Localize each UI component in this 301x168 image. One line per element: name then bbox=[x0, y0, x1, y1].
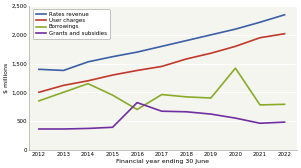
Borrowings bbox=[258, 104, 262, 106]
Grants and subsidies bbox=[160, 110, 163, 112]
Line: User charges: User charges bbox=[39, 34, 284, 92]
Borrowings bbox=[209, 97, 213, 99]
Grants and subsidies bbox=[185, 111, 188, 113]
Rates revenue bbox=[185, 40, 188, 42]
User charges bbox=[86, 80, 90, 82]
Grants and subsidies bbox=[234, 117, 237, 119]
X-axis label: Financial year ending 30 June: Financial year ending 30 June bbox=[116, 159, 209, 164]
User charges bbox=[160, 65, 163, 67]
Rates revenue bbox=[283, 14, 286, 16]
Rates revenue bbox=[37, 68, 41, 70]
User charges bbox=[258, 37, 262, 39]
Rates revenue bbox=[135, 51, 139, 53]
Borrowings bbox=[62, 91, 65, 93]
Line: Rates revenue: Rates revenue bbox=[39, 15, 284, 70]
Legend: Rates revenue, User charges, Borrowings, Grants and subsidies: Rates revenue, User charges, Borrowings,… bbox=[33, 9, 110, 39]
Borrowings bbox=[160, 94, 163, 96]
Borrowings bbox=[135, 109, 139, 111]
Line: Borrowings: Borrowings bbox=[39, 68, 284, 110]
Rates revenue bbox=[258, 21, 262, 23]
User charges bbox=[185, 58, 188, 60]
User charges bbox=[62, 84, 65, 86]
Grants and subsidies bbox=[209, 113, 213, 115]
Y-axis label: $ millions: $ millions bbox=[4, 63, 9, 93]
Rates revenue bbox=[111, 56, 114, 58]
Borrowings bbox=[37, 100, 41, 102]
User charges bbox=[283, 33, 286, 35]
Borrowings bbox=[283, 103, 286, 105]
Grants and subsidies bbox=[135, 102, 139, 104]
Borrowings bbox=[234, 67, 237, 69]
Grants and subsidies bbox=[86, 127, 90, 129]
Rates revenue bbox=[234, 28, 237, 30]
Grants and subsidies bbox=[37, 128, 41, 130]
Rates revenue bbox=[209, 34, 213, 36]
Grants and subsidies bbox=[283, 121, 286, 123]
Grants and subsidies bbox=[111, 126, 114, 128]
User charges bbox=[209, 52, 213, 54]
User charges bbox=[135, 69, 139, 71]
Grants and subsidies bbox=[62, 128, 65, 130]
Borrowings bbox=[111, 94, 114, 96]
User charges bbox=[37, 91, 41, 93]
Borrowings bbox=[185, 96, 188, 98]
Rates revenue bbox=[160, 45, 163, 47]
Grants and subsidies bbox=[258, 122, 262, 124]
Rates revenue bbox=[86, 61, 90, 63]
User charges bbox=[234, 45, 237, 47]
Rates revenue bbox=[62, 69, 65, 71]
Borrowings bbox=[86, 83, 90, 85]
Line: Grants and subsidies: Grants and subsidies bbox=[39, 103, 284, 129]
User charges bbox=[111, 74, 114, 76]
